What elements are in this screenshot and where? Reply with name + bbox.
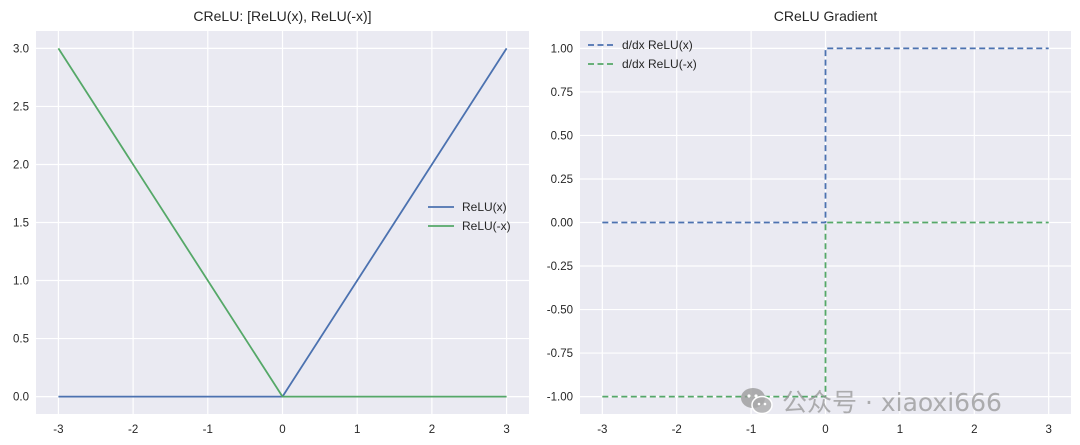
gradient-x-tick-label: -2 <box>672 424 682 436</box>
relu-y-tick-label: 3.0 <box>13 43 29 55</box>
relu-y-tick-label: 2.5 <box>13 101 29 113</box>
relu-x-tick-label: 0 <box>279 424 285 436</box>
gradient-y-tick-label: -1.00 <box>547 392 573 404</box>
gradient-legend-label-1: d/dx ReLU(x) <box>622 38 693 52</box>
relu-chart-title: CReLU: [ReLU(x), ReLU(-x)] <box>193 8 371 24</box>
relu-y-tick-label: 1.0 <box>13 276 29 288</box>
relu-series-line-2 <box>57 47 507 398</box>
gradient-series-line-2 <box>602 221 1049 398</box>
relu-y-tick-label: 2.0 <box>13 159 29 171</box>
gradient-y-tick-label: 0.75 <box>551 87 573 99</box>
relu-y-tick-label: 0.5 <box>13 334 29 346</box>
gradient-y-tick-label: -0.75 <box>547 348 573 360</box>
gradient-legend: d/dx ReLU(x) d/dx ReLU(-x) <box>588 38 697 71</box>
gradient-x-tick-label: 3 <box>1045 424 1051 436</box>
relu-x-tick-label: -3 <box>53 424 63 436</box>
relu-y-tick-label: 1.5 <box>13 218 29 230</box>
gradient-y-tick-label: 0.00 <box>551 218 573 230</box>
gradient-y-tick-label: -0.25 <box>547 261 573 273</box>
gradient-series-line-1 <box>602 47 1049 224</box>
gradient-x-tick-label: -3 <box>597 424 607 436</box>
relu-x-tick-label: 1 <box>354 424 360 436</box>
gradient-x-tick-label: 1 <box>897 424 903 436</box>
relu-legend: ReLU(x) ReLU(-x) <box>428 200 511 233</box>
gradient-y-tick-label: 0.25 <box>551 174 573 186</box>
relu-legend-label-1: ReLU(x) <box>462 200 507 214</box>
relu-x-tick-label: -1 <box>203 424 213 436</box>
relu-chart-panel: -3 -2 -1 0 1 2 3 0.0 0.5 1.0 1.5 2.0 2.5 3.0 CReLU: [R… <box>13 8 529 436</box>
relu-x-tick-label: -2 <box>128 424 138 436</box>
gradient-legend-label-2: d/dx ReLU(-x) <box>622 57 697 71</box>
relu-y-tick-label: 0.0 <box>13 392 29 404</box>
gradient-y-tick-label: -0.50 <box>547 305 573 317</box>
gradient-x-tick-label: -1 <box>746 424 756 436</box>
gradient-y-tick-label: 0.50 <box>551 130 573 142</box>
gradient-chart-panel: -3 -2 -1 0 1 2 3 -1.00 -0.75 -0.50 -0.25 0.00 0.25 0.… <box>547 8 1071 436</box>
gradient-x-tick-label: 2 <box>971 424 977 436</box>
relu-legend-label-2: ReLU(-x) <box>462 219 511 233</box>
gradient-chart-title: CReLU Gradient <box>774 8 878 24</box>
gradient-x-tick-label: 0 <box>822 424 828 436</box>
gradient-y-tick-label: 1.00 <box>551 43 573 55</box>
relu-x-tick-label: 3 <box>503 424 509 436</box>
relu-x-tick-label: 2 <box>429 424 435 436</box>
